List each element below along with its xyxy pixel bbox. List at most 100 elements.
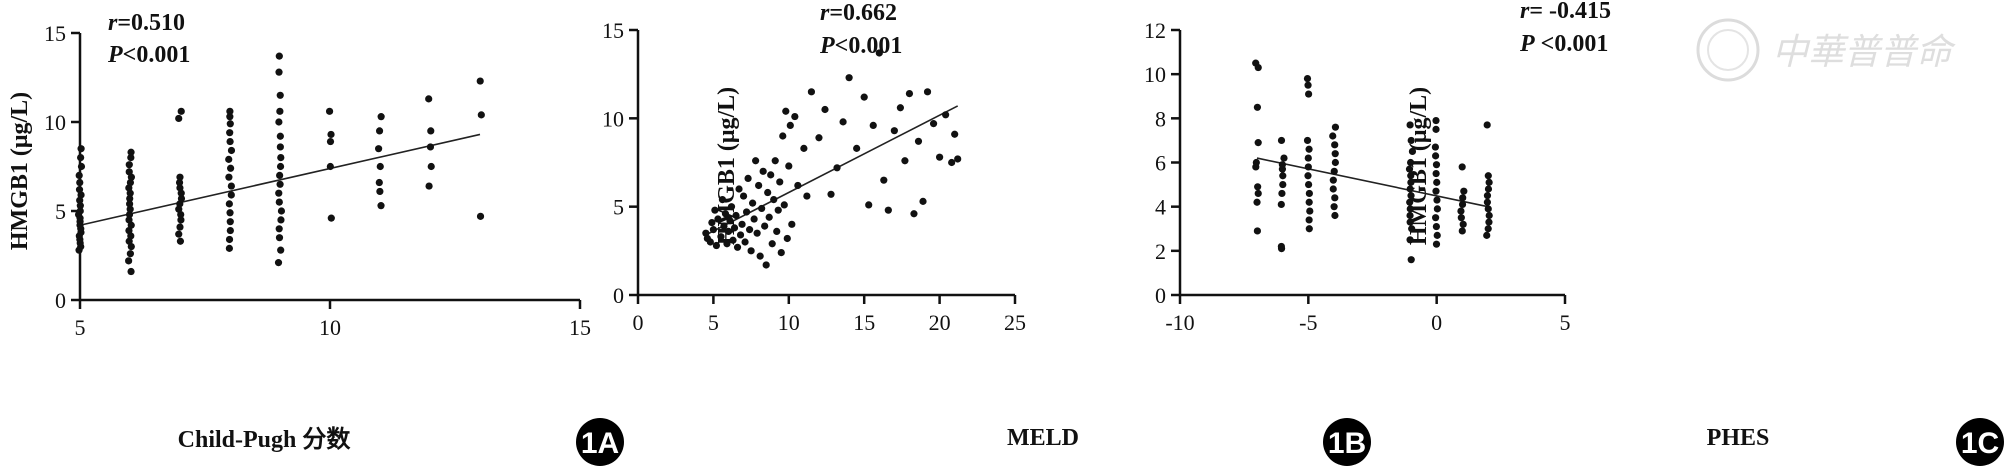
data-point	[375, 127, 384, 135]
panel-label-badge: 1A	[576, 418, 624, 466]
data-point	[1483, 198, 1491, 206]
data-point	[1330, 167, 1338, 175]
data-point	[869, 121, 877, 129]
data-point	[77, 162, 86, 171]
x-tick-label: -10	[1165, 310, 1194, 335]
data-point	[726, 217, 734, 225]
data-point	[759, 167, 767, 175]
data-point	[839, 118, 847, 126]
regression-line	[79, 133, 481, 227]
data-point	[276, 162, 285, 171]
data-point	[275, 52, 283, 60]
data-point	[1331, 194, 1339, 202]
x-tick-label: 15	[569, 315, 591, 340]
data-point	[126, 200, 134, 208]
x-axis-title: PHES	[1707, 425, 1770, 451]
data-point	[712, 241, 721, 250]
data-point	[275, 225, 283, 233]
p-annotation: P <0.001	[1519, 31, 1608, 57]
data-point	[1253, 227, 1261, 235]
data-point	[1433, 178, 1441, 186]
r-value: = -0.415	[1529, 0, 1611, 24]
x-tick-label: -5	[1299, 310, 1317, 335]
panel-label-badge: 1C	[1956, 418, 2004, 466]
data-point	[1305, 225, 1313, 233]
data-point	[76, 202, 84, 210]
data-point	[1408, 147, 1417, 156]
panel-label: 1B	[1328, 427, 1366, 460]
y-tick-label: 0	[613, 283, 624, 308]
data-point	[827, 190, 835, 198]
data-point	[126, 205, 134, 213]
data-point	[718, 196, 727, 204]
data-point	[226, 226, 234, 235]
data-point	[277, 246, 285, 254]
data-point	[1254, 189, 1262, 198]
p-symbol: P	[1519, 31, 1535, 57]
data-point	[126, 250, 134, 258]
data-point	[477, 111, 485, 119]
data-point	[821, 105, 829, 114]
data-point	[736, 231, 745, 239]
data-point	[226, 218, 234, 226]
data-point	[1331, 211, 1339, 220]
data-point	[276, 91, 284, 99]
r-value: =0.662	[829, 0, 897, 26]
data-point	[865, 201, 873, 209]
data-point	[1408, 225, 1416, 233]
data-point	[426, 143, 435, 151]
data-point	[77, 145, 85, 153]
data-point	[226, 113, 234, 121]
p-value: <0.001	[835, 33, 903, 59]
data-point	[747, 247, 755, 255]
data-point	[742, 208, 751, 216]
data-point	[276, 107, 284, 115]
data-point	[1305, 198, 1313, 206]
data-point	[177, 194, 186, 203]
x-axis-title: MELD	[1007, 425, 1079, 451]
data-point	[727, 203, 736, 211]
data-point	[226, 120, 234, 128]
data-point	[1405, 165, 1414, 173]
data-point	[227, 182, 235, 190]
data-point	[275, 68, 283, 76]
x-tick-label: 5	[1560, 310, 1571, 335]
data-point	[1406, 236, 1414, 244]
data-point	[711, 206, 719, 214]
data-point	[1280, 154, 1288, 162]
data-point	[729, 236, 737, 244]
x-tick-label: 10	[319, 315, 341, 340]
data-point	[276, 132, 284, 140]
data-point	[1432, 161, 1441, 169]
data-point	[1432, 116, 1440, 125]
data-point	[1406, 185, 1414, 193]
data-point	[1407, 136, 1415, 145]
y-axis-title: HMGB1 (μg/L)	[7, 92, 33, 250]
data-point	[724, 227, 733, 235]
data-point	[741, 238, 749, 246]
x-tick-label: 15	[853, 310, 875, 335]
data-point	[749, 199, 757, 207]
data-point	[1331, 150, 1339, 158]
data-point	[275, 234, 284, 242]
x-tick-label: 5	[75, 315, 86, 340]
data-point	[1279, 172, 1287, 180]
data-point	[1407, 158, 1415, 167]
data-point	[1279, 180, 1287, 189]
data-point	[720, 222, 728, 230]
data-point	[1305, 90, 1313, 98]
data-point	[765, 213, 773, 221]
y-tick-label: 0	[55, 288, 66, 313]
data-point	[327, 130, 335, 139]
data-point	[800, 144, 808, 152]
data-point	[1459, 194, 1467, 202]
data-point	[1278, 161, 1286, 169]
data-point	[1433, 196, 1441, 204]
data-point	[777, 249, 785, 257]
data-point	[1330, 203, 1338, 211]
data-point	[1433, 205, 1441, 213]
data-point	[1304, 154, 1312, 162]
data-point	[717, 233, 725, 241]
data-point	[77, 154, 85, 162]
